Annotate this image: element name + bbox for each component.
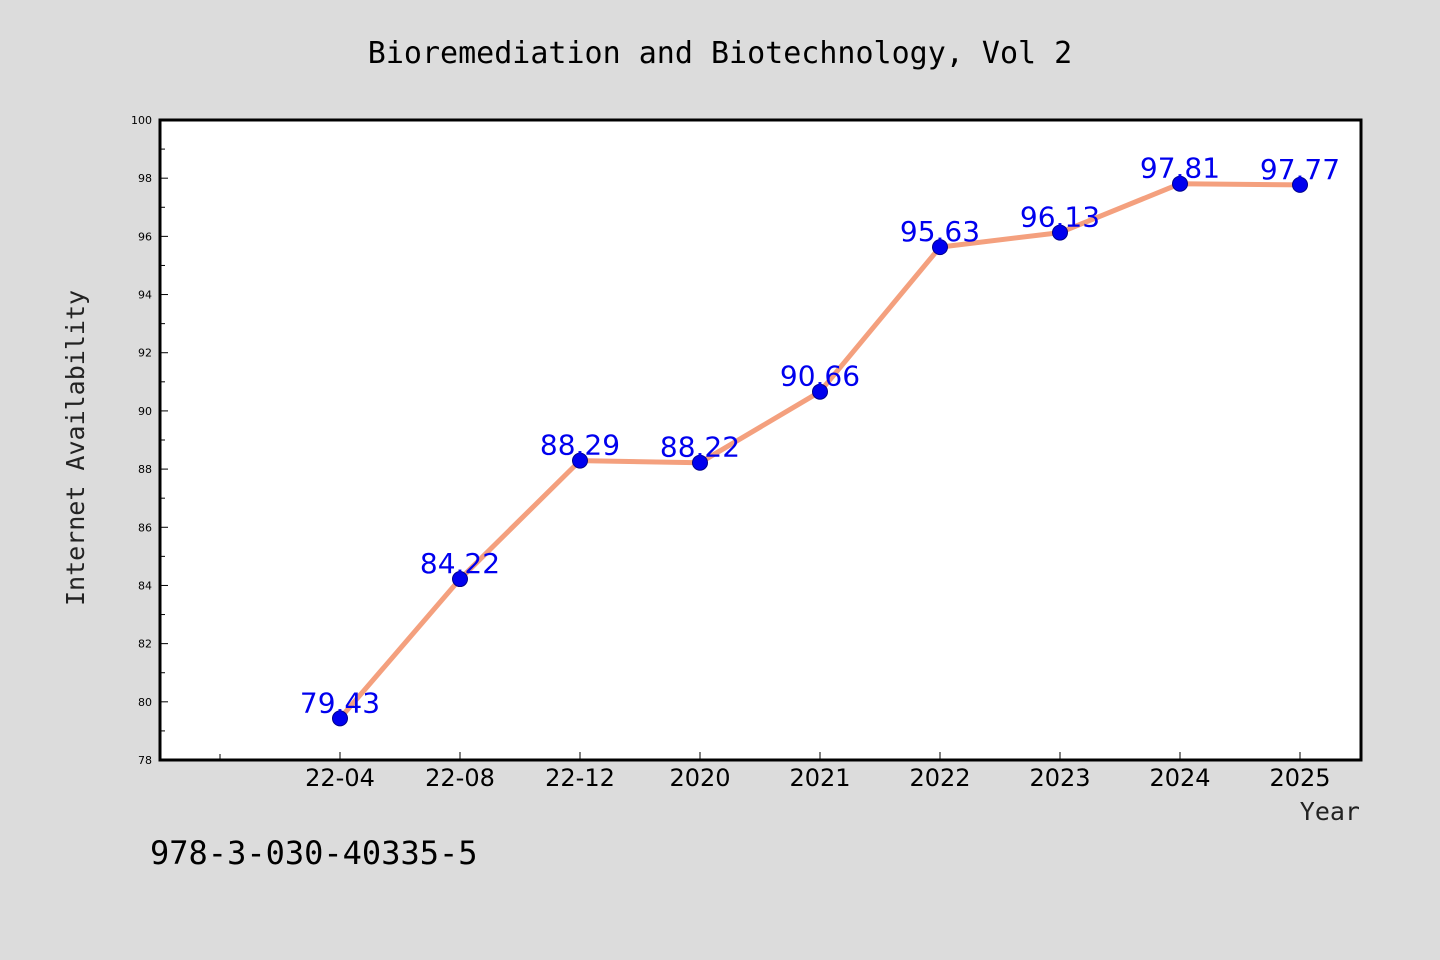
y-tick-label: 86 — [138, 521, 152, 534]
data-label: 88.22 — [660, 431, 740, 464]
y-tick-label: 96 — [138, 230, 152, 243]
y-tick-label: 94 — [138, 289, 152, 302]
plot-area — [158, 118, 1363, 762]
data-label: 96.13 — [1020, 201, 1100, 234]
y-tick-label: 82 — [138, 638, 152, 651]
data-point — [1292, 176, 1308, 193]
x-tick-label: 22-08 — [425, 764, 495, 792]
x-tick-label: 2024 — [1149, 764, 1210, 792]
x-tick-label: 2025 — [1269, 764, 1330, 792]
data-point — [1172, 175, 1188, 192]
data-point — [812, 383, 828, 400]
data-point — [452, 571, 468, 588]
data-label: 88.29 — [540, 429, 620, 462]
data-label: 97.81 — [1140, 152, 1220, 185]
isbn-text: 978-3-030-40335-5 — [150, 834, 478, 872]
data-label: 95.63 — [900, 215, 980, 248]
data-labels: 79.43 84.22 88.29 88.22 90.66 95.63 96.13 97.81… — [300, 152, 1340, 720]
x-tick-label: 22-12 — [545, 764, 615, 792]
data-markers — [332, 175, 1308, 727]
x-axis: 22-04 22-08 22-12 2020 2021 2022 2023 2024 2025 — [219, 752, 1331, 792]
x-tick-label: 2020 — [669, 764, 730, 792]
y-tick-label: 80 — [138, 696, 152, 709]
x-tick-label: 2022 — [909, 764, 970, 792]
data-point — [332, 710, 348, 727]
x-tick-label: 2021 — [789, 764, 850, 792]
y-axis-label: Internet Availability — [61, 290, 90, 606]
y-tick-label: 92 — [138, 347, 152, 360]
y-tick-label: 98 — [138, 172, 152, 185]
y-tick-label: 78 — [138, 754, 152, 767]
data-point — [932, 239, 948, 256]
y-axis: 78 80 82 84 86 88 90 92 94 96 98 100 — [131, 114, 168, 767]
chart-title: Bioremediation and Biotechnology, Vol 2 — [368, 36, 1072, 71]
y-tick-label: 84 — [138, 579, 152, 592]
data-point — [692, 454, 708, 471]
y-tick-label: 88 — [138, 463, 152, 476]
y-tick-label: 100 — [131, 114, 152, 127]
data-label: 84.22 — [420, 547, 500, 580]
data-label: 79.43 — [300, 686, 380, 719]
x-tick-label: 22-04 — [305, 764, 375, 792]
data-label: 90.66 — [780, 360, 860, 393]
data-label: 97.77 — [1260, 153, 1340, 186]
data-point — [572, 452, 588, 469]
data-point — [1052, 224, 1068, 241]
y-tick-label: 90 — [138, 405, 152, 418]
x-tick-label: 2023 — [1029, 764, 1090, 792]
x-axis-label: Year — [1300, 797, 1360, 826]
